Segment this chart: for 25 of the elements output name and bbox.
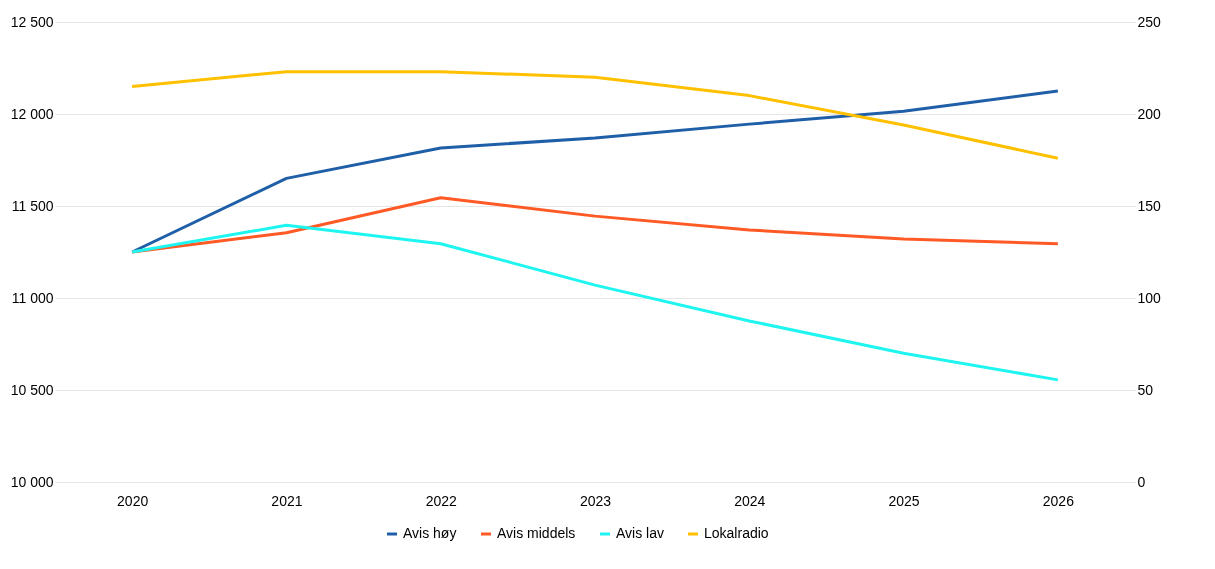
- y-tick-label: 11 500: [11, 197, 54, 214]
- y2-tick-label: 0: [1137, 473, 1146, 490]
- x-tick-label: 2020: [117, 492, 149, 509]
- y-tick-label: 12 500: [10, 13, 54, 30]
- y2-tick-label: 50: [1137, 381, 1154, 398]
- legend-label: Avis høy: [403, 525, 457, 541]
- y-tick-label: 10 500: [10, 381, 54, 398]
- y-tick-label: 10 000: [10, 473, 54, 490]
- y2-tick-label: 250: [1137, 13, 1162, 30]
- x-tick-label: 2025: [888, 492, 920, 509]
- line-series: [130, 70, 1060, 160]
- x-tick-label: 2022: [425, 492, 457, 509]
- legend-label: Avis middels: [497, 525, 576, 541]
- x-tick-label: 2021: [271, 492, 303, 509]
- x-tick-label: 2023: [579, 492, 612, 509]
- line-series: [130, 223, 1060, 382]
- y2-tick-label: 150: [1137, 197, 1162, 214]
- x-tick-label: 2026: [1042, 492, 1075, 509]
- legend-label: Lokalradio: [704, 525, 769, 541]
- y2-tick-label: 200: [1137, 105, 1162, 122]
- y2-tick-label: 100: [1137, 289, 1162, 306]
- legend-label: Avis lav: [616, 525, 664, 541]
- y-tick-label: 11 000: [11, 289, 54, 306]
- y-tick-label: 12 000: [10, 105, 54, 122]
- x-tick-label: 2024: [734, 492, 766, 509]
